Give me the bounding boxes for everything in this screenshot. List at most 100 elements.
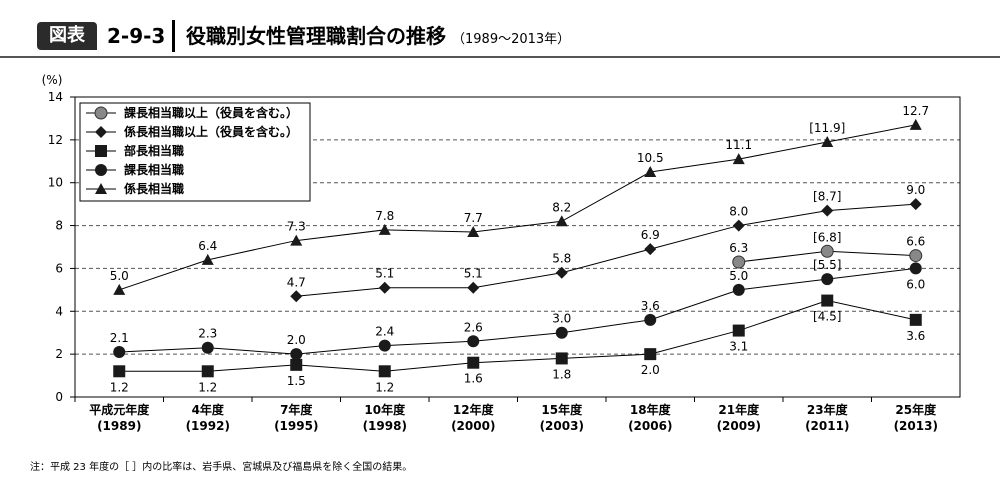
data-label: [6.8] bbox=[813, 230, 841, 244]
figure-title: 役職別女性管理職割合の推移 （1989～2013年） bbox=[186, 22, 570, 54]
data-label: 6.9 bbox=[641, 228, 660, 242]
series-line bbox=[119, 300, 916, 372]
data-label: [8.7] bbox=[813, 190, 841, 204]
series-line bbox=[119, 124, 916, 291]
data-label: 1.8 bbox=[552, 367, 571, 381]
data-point bbox=[113, 365, 126, 378]
data-label: 8.0 bbox=[729, 205, 748, 219]
data-label: 2.4 bbox=[375, 325, 394, 339]
series-2: 4.7 5.1 5.1 5.8 6.9 8.0 [8.7] 9.0 bbox=[287, 183, 925, 303]
legend-marker bbox=[95, 183, 107, 194]
data-label: 7.7 bbox=[464, 211, 483, 225]
x-tick-year: (1998) bbox=[363, 419, 407, 433]
x-tick-label: 25年度 bbox=[895, 402, 937, 417]
data-label: 6.3 bbox=[729, 241, 748, 255]
data-label: 7.3 bbox=[287, 220, 306, 234]
data-point bbox=[821, 294, 834, 307]
legend: 課長相当職以上（役員を含む。） 係長相当職以上（役員を含む。） 部長相当職課長相当職… bbox=[79, 102, 311, 202]
data-label: 1.2 bbox=[110, 380, 129, 394]
data-label: 1.5 bbox=[287, 374, 306, 388]
data-point bbox=[467, 226, 480, 237]
x-tick-label: 21年度 bbox=[718, 402, 760, 417]
data-label: 1.2 bbox=[375, 380, 394, 394]
legend-label: 部長相当職 bbox=[124, 143, 184, 158]
data-label: 5.0 bbox=[110, 269, 129, 283]
data-label: [5.5] bbox=[813, 258, 841, 272]
data-point bbox=[378, 339, 391, 352]
data-point bbox=[201, 341, 214, 354]
data-label: 9.0 bbox=[906, 183, 925, 197]
data-point bbox=[467, 335, 480, 348]
data-label: 6.6 bbox=[906, 235, 925, 249]
data-point bbox=[732, 324, 745, 337]
data-point bbox=[909, 249, 923, 263]
data-label: 10.5 bbox=[637, 151, 664, 165]
data-point bbox=[555, 326, 568, 339]
data-point bbox=[644, 243, 657, 256]
data-point bbox=[201, 253, 214, 265]
x-tick-label: 12年度 bbox=[453, 402, 495, 417]
data-point bbox=[909, 262, 922, 275]
data-label: 11.1 bbox=[725, 138, 752, 152]
data-point bbox=[113, 346, 126, 358]
data-point bbox=[732, 255, 746, 269]
data-label: 2.0 bbox=[287, 333, 306, 347]
x-tick-year: (1989) bbox=[97, 419, 141, 433]
series-5: 5.0 6.4 7.3 7.8 7.7 8.2 10.5 11.1 [11.9] 12.7 bbox=[110, 104, 929, 295]
x-tick-year: (1992) bbox=[186, 419, 230, 433]
data-label: 1.2 bbox=[198, 380, 217, 394]
legend-marker bbox=[94, 106, 108, 120]
data-label: 2.1 bbox=[110, 331, 129, 345]
figure-number: 2-9-3 bbox=[107, 24, 166, 48]
figure-header: 図表 2-9-3 役職別女性管理職割合の推移 （1989～2013年） bbox=[0, 0, 1000, 62]
data-label: 3.0 bbox=[552, 312, 571, 326]
data-label: 3.6 bbox=[641, 299, 660, 313]
data-point bbox=[555, 215, 568, 227]
data-label: 2.3 bbox=[198, 327, 217, 341]
data-label: 5.1 bbox=[464, 267, 483, 281]
series-4: 2.1 2.3 2.0 2.4 2.6 3.0 3.6 5.0 [5.5] 6.0 bbox=[110, 258, 925, 361]
legend-marker bbox=[95, 164, 107, 176]
data-point bbox=[113, 283, 126, 295]
data-label: 1.6 bbox=[464, 372, 483, 386]
data-label: 6.0 bbox=[906, 277, 925, 291]
legend-label: 係長相当職以上（役員を含む。） bbox=[124, 124, 298, 139]
legend-label: 課長相当職 bbox=[124, 162, 184, 177]
data-point bbox=[290, 234, 303, 246]
series-line bbox=[296, 203, 916, 297]
title-divider bbox=[172, 20, 175, 52]
x-tick-label: 10年度 bbox=[364, 402, 406, 417]
legend-marker bbox=[95, 126, 107, 138]
data-label: 5.0 bbox=[729, 269, 748, 283]
x-tick-year: (2003) bbox=[540, 419, 584, 433]
y-axis-unit: (%) bbox=[42, 73, 63, 87]
data-point bbox=[821, 204, 834, 217]
data-point bbox=[201, 365, 214, 378]
data-point bbox=[378, 281, 391, 294]
y-tick-label: 4 bbox=[55, 304, 63, 318]
data-point bbox=[821, 136, 834, 147]
data-label: 4.7 bbox=[287, 275, 306, 289]
legend-marker bbox=[95, 145, 107, 157]
x-tick-label: 4年度 bbox=[192, 402, 225, 417]
data-point bbox=[820, 244, 834, 258]
data-point bbox=[467, 281, 480, 294]
data-label: 5.8 bbox=[552, 252, 571, 266]
figure-badge: 図表 bbox=[37, 22, 97, 50]
x-tick-label: 7年度 bbox=[280, 402, 313, 417]
data-label: [4.5] bbox=[813, 310, 841, 324]
data-label: 5.1 bbox=[375, 267, 394, 281]
data-point bbox=[290, 358, 303, 371]
x-tick-year: (2011) bbox=[805, 419, 849, 433]
header-rule bbox=[0, 56, 1000, 58]
x-tick-year: (1995) bbox=[274, 419, 318, 433]
x-tick-label: 23年度 bbox=[807, 402, 849, 417]
data-label: 8.2 bbox=[552, 200, 571, 214]
data-label: 3.1 bbox=[729, 340, 748, 354]
data-point bbox=[644, 348, 657, 361]
data-point bbox=[555, 352, 568, 365]
data-point bbox=[467, 356, 480, 369]
data-label: 6.4 bbox=[198, 239, 217, 253]
figure-title-text: 役職別女性管理職割合の推移 bbox=[186, 24, 446, 48]
